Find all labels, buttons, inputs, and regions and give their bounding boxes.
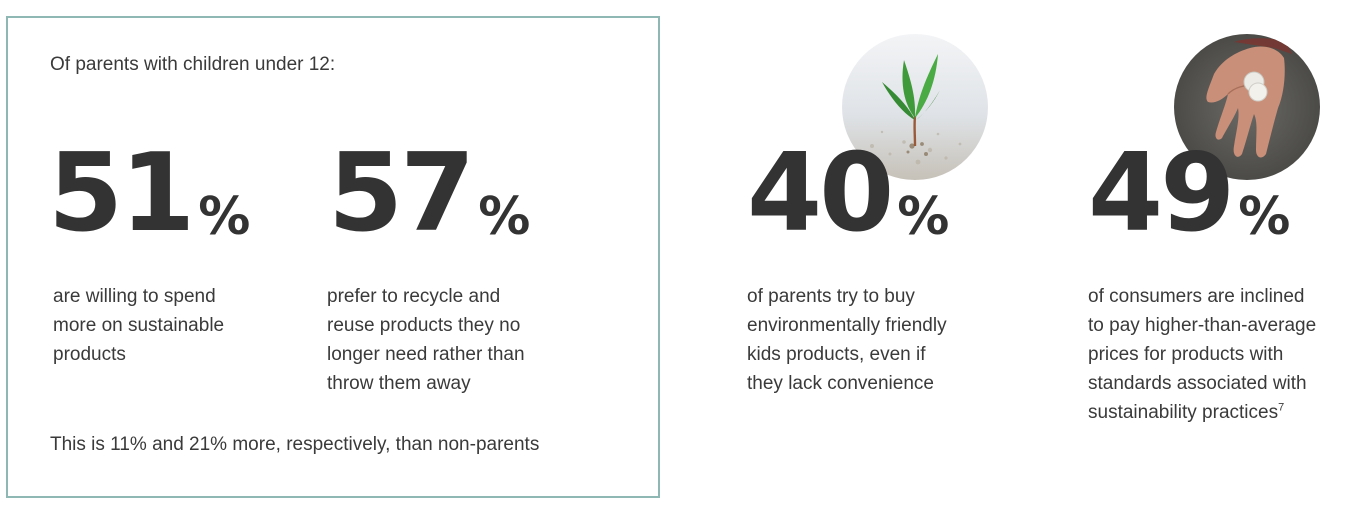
description-line: to pay higher-than-average [1088,315,1317,336]
panel-summary-note: This is 11% and 21% more, respectively, … [50,434,540,455]
stat-description: prefer to recycle and reuse products the… [327,282,525,398]
stat-unit: % [198,186,251,247]
stat-figure: 51 % [48,131,251,256]
stat-value: 40 [747,131,894,256]
description-line: reuse products they no [327,315,521,336]
description-line: of parents try to buy [747,286,915,307]
stat-value: 51 [48,131,195,256]
description-line: throw them away [327,373,471,394]
stat-figure: 49 % [1088,131,1291,256]
description-line: standards associated with [1088,373,1307,394]
seedling-sprout-photo [842,34,988,180]
parents-stat-panel [6,16,660,498]
hand-holding-coins-photo [1174,34,1320,180]
stat-unit: % [897,186,950,247]
stat-prefer-recycle: 57 % [328,131,531,256]
stat-figure: 57 % [328,131,531,256]
stat-description: of consumers are inclined to pay higher-… [1088,282,1316,427]
panel-intro-heading: Of parents with children under 12: [50,54,336,75]
stat-value: 57 [328,131,475,256]
seedling-illustration [842,34,988,180]
footnote-marker: 7 [1278,401,1285,414]
description-line: they lack convenience [747,373,934,394]
stat-figure: 40 % [747,131,950,256]
description-line: more on sustainable [53,315,225,336]
description-line: of consumers are inclined [1088,286,1305,307]
stat-unit: % [478,186,531,247]
stat-value: 49 [1088,131,1235,256]
description-line: products [53,344,126,365]
description-line: sustainability practices [1088,402,1279,423]
stat-description: are willing to spend more on sustainable… [53,282,224,369]
description-line: prices for products with [1088,344,1284,365]
description-line: longer need rather than [327,344,525,365]
stat-pay-higher-prices: 49 % [1088,131,1291,256]
stat-willing-to-spend: 51 % [48,131,251,256]
stat-description: of parents try to buy environmentally fr… [747,282,947,398]
hand-coins-illustration [1174,34,1320,180]
stat-eco-friendly-kids: 40 % [747,131,950,256]
description-line: prefer to recycle and [327,286,501,307]
description-line: are willing to spend [53,286,216,307]
description-line: environmentally friendly [747,315,947,336]
stat-unit: % [1238,186,1291,247]
description-line: kids products, even if [747,344,926,365]
